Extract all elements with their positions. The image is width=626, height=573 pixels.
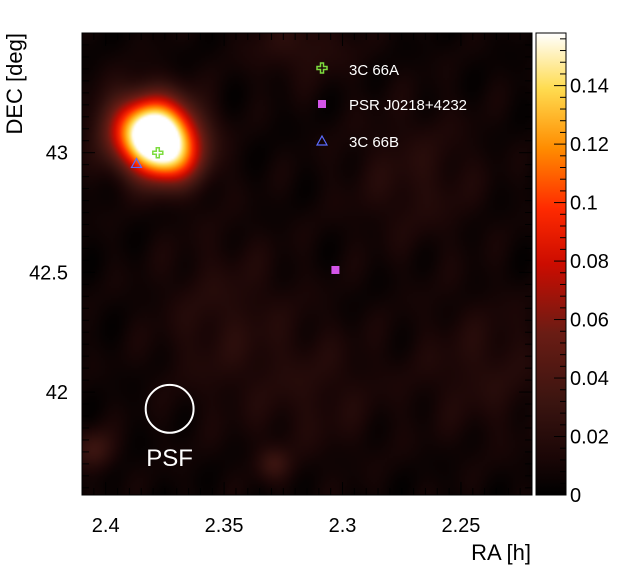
heatmap-image [82,33,532,495]
psf-group: PSF [144,383,195,472]
source-markers [130,146,340,274]
colorbar-tick-label: 0.08 [570,251,609,273]
y-axis: 42 42.5 43 [29,32,532,489]
marker-3c66b [130,157,143,169]
x-axis: 2.4 2.35 2.3 2.25 [81,33,533,537]
colorbar-tick-label: 0.1 [570,193,598,215]
y-tick-label: 43 [46,143,68,165]
colorbar-tick-label: 0.02 [570,427,609,449]
legend-label-3c66b: 3C 66B [349,134,399,151]
legend-item-3c66a: 3C 66A [316,62,399,79]
legend-square-icon [318,100,326,108]
psf-label: PSF [146,445,193,472]
colorbar-tick-label: 0.04 [570,368,609,390]
colorbar-frame [535,32,567,496]
y-tick-label: 42.5 [29,262,68,284]
legend-item-psr: PSR J0218+4232 [318,97,467,114]
x-axis-title: RA [h] [471,540,531,565]
x-tick-label: 2.25 [441,515,480,537]
marker-3c66a [152,146,164,159]
y-axis-title: DEC [deg] [2,33,27,135]
psf-circle [144,383,195,434]
legend-label-psr: PSR J0218+4232 [349,97,467,114]
x-tick-label: 2.3 [329,515,357,537]
x-tick-label: 2.35 [205,515,244,537]
colorbar-tick-label: 0.06 [570,310,609,332]
colorbar [536,33,566,495]
legend-triangle-icon [315,134,329,146]
colorbar-tick-label: 0.14 [570,76,609,98]
colorbar-tick-label: 0.12 [570,134,609,156]
y-tick-label: 42 [46,382,68,404]
legend-cross-icon [316,62,328,74]
colorbar-axis: 0 0.02 0.04 0.06 0.08 0.1 0.12 0.14 [554,38,609,507]
legend: 3C 66A PSR J0218+4232 3C 66B [315,62,467,151]
colorbar-tick-label: 0 [570,485,581,507]
marker-psr [331,265,340,274]
x-tick-label: 2.4 [92,515,120,537]
legend-item-3c66b: 3C 66B [315,134,399,151]
legend-label-3c66a: 3C 66A [349,62,399,79]
